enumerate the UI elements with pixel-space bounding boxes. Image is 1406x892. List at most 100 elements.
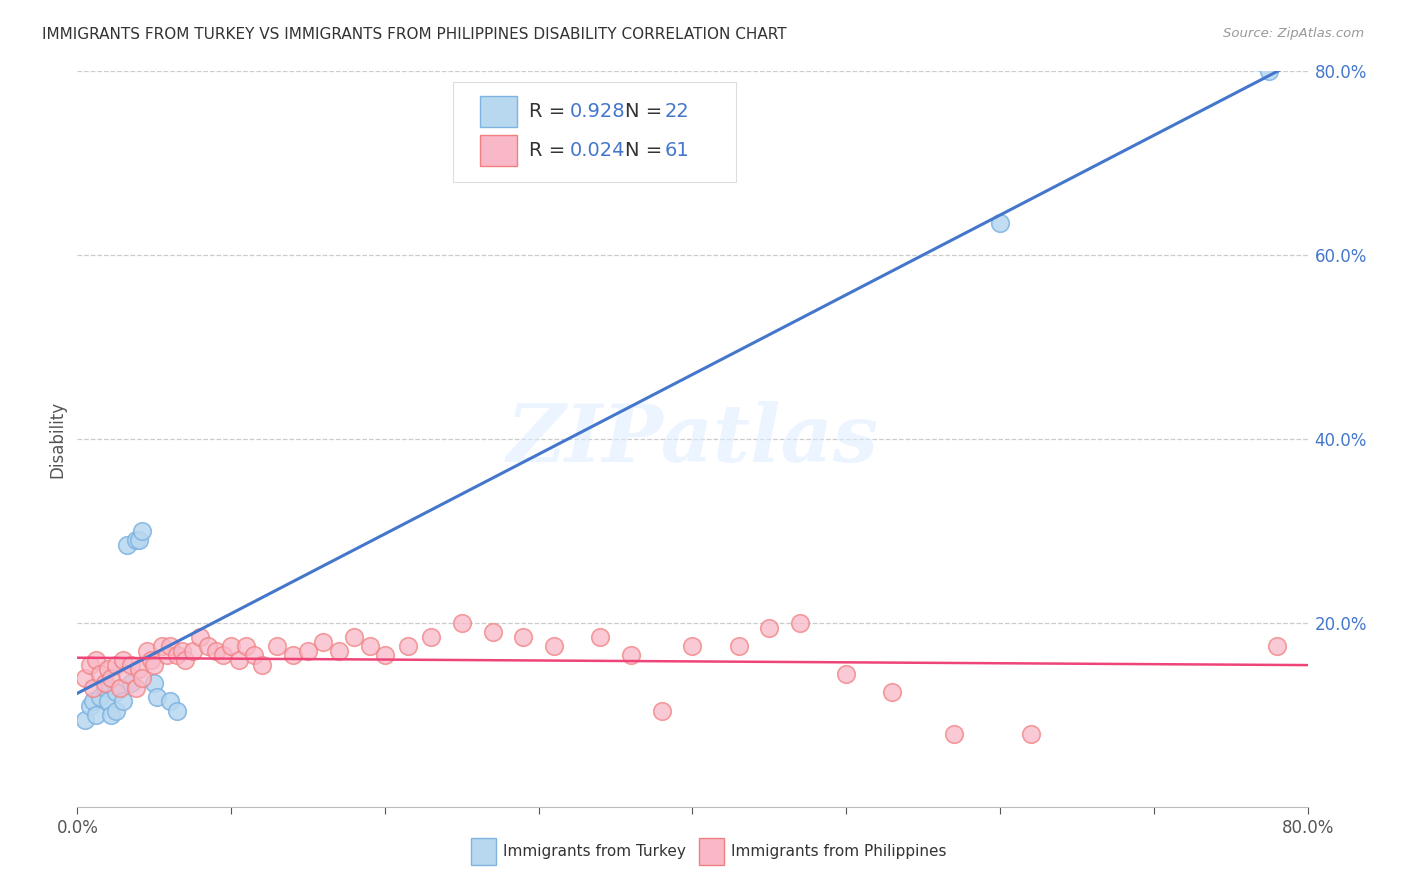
Point [125,533,148,548]
Point [343,630,366,644]
Point [166,704,188,718]
Point [1019,726,1042,740]
Point [141,653,163,667]
Text: IMMIGRANTS FROM TURKEY VS IMMIGRANTS FROM PHILIPPINES DISABILITY CORRELATION CHA: IMMIGRANTS FROM TURKEY VS IMMIGRANTS FRO… [42,27,787,42]
Point [188,630,212,644]
Point [159,694,181,708]
Point [174,653,197,667]
Point [882,685,904,699]
Text: Immigrants from Philippines: Immigrants from Philippines [731,845,946,859]
Point [159,640,181,654]
Point [359,640,381,654]
Point [128,662,150,676]
Point [73,713,96,727]
Point [128,533,150,548]
Point [89,690,111,704]
Point [620,648,643,663]
Point [146,690,169,704]
Point [125,681,148,695]
Y-axis label: Disability: Disability [48,401,66,478]
Point [297,644,319,658]
Point [758,621,780,635]
Point [100,672,122,686]
Point [104,657,127,672]
Text: ZIPatlas: ZIPatlas [506,401,879,478]
FancyBboxPatch shape [453,82,735,182]
Text: R =: R = [529,103,571,121]
Point [79,657,101,672]
Point [112,694,135,708]
Text: Immigrants from Turkey: Immigrants from Turkey [503,845,686,859]
Point [235,640,257,654]
Point [143,657,166,672]
Bar [471,838,496,865]
Point [328,644,350,658]
Point [110,681,132,695]
Point [212,648,235,663]
Point [155,648,177,663]
Text: N =: N = [624,141,668,160]
Bar [479,135,516,166]
Point [84,653,107,667]
Point [374,648,396,663]
Text: 22: 22 [664,103,689,121]
Point [112,653,135,667]
Point [82,681,104,695]
Point [727,640,749,654]
Text: N =: N = [624,103,668,121]
Point [512,630,534,644]
Point [450,616,472,631]
Point [120,657,142,672]
Point [988,216,1011,230]
Text: Source: ZipAtlas.com: Source: ZipAtlas.com [1223,27,1364,40]
Point [589,630,612,644]
Point [219,640,242,654]
Point [942,726,965,740]
Point [243,648,266,663]
Point [82,694,104,708]
Point [396,640,419,654]
Point [481,625,503,640]
Point [420,630,443,644]
Point [150,640,173,654]
Point [166,648,188,663]
Point [97,662,120,676]
Point [228,653,250,667]
Point [131,524,153,539]
Point [1265,640,1288,654]
Point [104,685,127,699]
Point [204,644,226,658]
Point [115,666,138,681]
Point [100,708,122,723]
Point [73,672,96,686]
Point [1258,64,1281,78]
Point [682,640,704,654]
Point [89,666,111,681]
Bar [479,96,516,128]
Point [197,640,219,654]
Point [94,681,117,695]
Point [312,634,335,648]
Point [266,640,288,654]
Point [131,672,153,686]
Point [79,699,101,714]
Point [97,694,120,708]
Point [120,676,142,690]
Point [543,640,565,654]
Point [181,644,204,658]
Point [170,644,193,658]
Point [104,704,127,718]
Text: R =: R = [529,141,571,160]
Point [789,616,811,631]
Point [250,657,273,672]
Bar [699,838,724,865]
Point [94,676,117,690]
Text: 0.024: 0.024 [569,141,624,160]
Point [84,708,107,723]
Point [651,704,673,718]
Point [835,666,858,681]
Text: 0.928: 0.928 [569,103,626,121]
Point [143,676,166,690]
Text: 61: 61 [664,141,689,160]
Point [281,648,304,663]
